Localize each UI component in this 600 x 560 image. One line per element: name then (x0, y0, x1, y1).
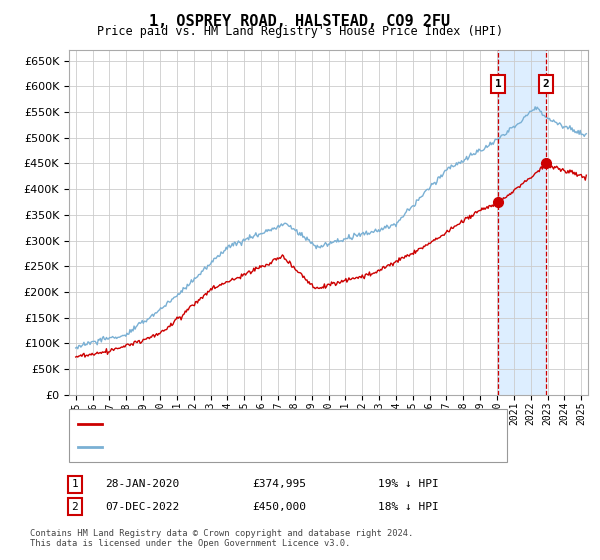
Text: Price paid vs. HM Land Registry's House Price Index (HPI): Price paid vs. HM Land Registry's House … (97, 25, 503, 38)
Text: £374,995: £374,995 (252, 479, 306, 489)
Text: 2: 2 (71, 502, 79, 512)
Text: Contains HM Land Registry data © Crown copyright and database right 2024.
This d: Contains HM Land Registry data © Crown c… (30, 529, 413, 548)
Text: 18% ↓ HPI: 18% ↓ HPI (378, 502, 439, 512)
Text: 1: 1 (495, 79, 502, 89)
Text: HPI: Average price, detached house, Braintree: HPI: Average price, detached house, Brai… (106, 442, 388, 452)
Text: 1: 1 (71, 479, 79, 489)
Text: 1, OSPREY ROAD, HALSTEAD, CO9 2FU (detached house): 1, OSPREY ROAD, HALSTEAD, CO9 2FU (detac… (106, 419, 419, 429)
Text: 07-DEC-2022: 07-DEC-2022 (105, 502, 179, 512)
Text: 1, OSPREY ROAD, HALSTEAD, CO9 2FU: 1, OSPREY ROAD, HALSTEAD, CO9 2FU (149, 14, 451, 29)
Bar (498, 50, 546, 395)
Text: 2: 2 (543, 79, 550, 89)
Text: £450,000: £450,000 (252, 502, 306, 512)
Text: 28-JAN-2020: 28-JAN-2020 (105, 479, 179, 489)
Text: 19% ↓ HPI: 19% ↓ HPI (378, 479, 439, 489)
